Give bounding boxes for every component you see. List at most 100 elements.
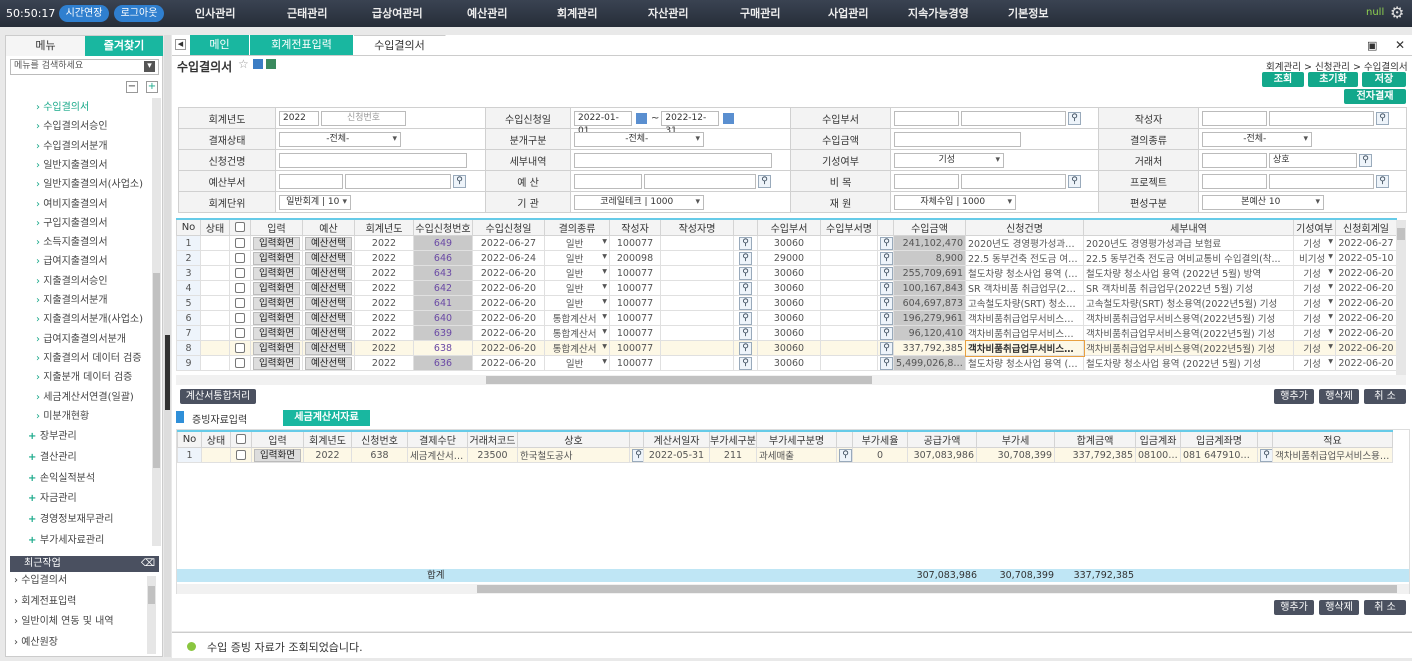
column-header[interactable] <box>229 218 251 236</box>
form-input[interactable] <box>961 173 1066 189</box>
search-icon[interactable]: ⚲ <box>880 341 893 355</box>
column-header[interactable]: 수입부서 <box>757 218 821 236</box>
row-checkbox[interactable] <box>235 253 245 263</box>
search-icon[interactable]: ⚲ <box>739 311 752 325</box>
search-icon[interactable]: ⚲ <box>453 174 466 188</box>
form-input[interactable] <box>1202 173 1267 189</box>
row-checkbox[interactable] <box>235 298 245 308</box>
menu-item[interactable]: › 지출결의서분개 <box>36 291 186 310</box>
row-checkbox[interactable] <box>235 268 245 278</box>
sidebar-tab-favorites[interactable]: 즐겨찾기 <box>85 36 163 56</box>
form-input[interactable]: 신청번호 <box>321 110 406 126</box>
input-screen-button[interactable]: 입력화면 <box>253 251 300 265</box>
menu-item[interactable]: › 수입결의서 <box>36 98 186 117</box>
row-checkbox[interactable] <box>235 358 245 368</box>
form-input[interactable] <box>644 173 756 189</box>
input-screen-button[interactable]: 입력화면 <box>253 281 300 295</box>
search-icon[interactable]: ⚲ <box>739 266 752 280</box>
column-header[interactable]: 입금계좌 <box>1135 430 1181 448</box>
table-row[interactable]: 5 입력화면 예산선택 2022 641 2022-06-20 일반 ▾ 100077 ⚲ 3006… <box>176 295 1397 311</box>
form-select[interactable]: -전체- <box>574 131 704 147</box>
column-header[interactable]: 상태 <box>201 430 231 448</box>
budget-select-button[interactable]: 예산선택 <box>305 326 352 340</box>
table-row[interactable]: 7 입력화면 예산선택 2022 639 2022-06-20 통합계산서 ▾ 100077 ⚲ 3… <box>176 325 1397 341</box>
resolution-type[interactable]: 통합계산서 ▾ <box>544 325 610 341</box>
table-row[interactable]: 3 입력화면 예산선택 2022 643 2022-06-20 일반 ▾ 100077 ⚲ 3006… <box>176 265 1397 281</box>
budget-select-button[interactable]: 예산선택 <box>305 341 352 355</box>
form-input[interactable] <box>1202 110 1267 126</box>
column-header[interactable]: 상태 <box>200 218 230 236</box>
menu-item[interactable]: › 일반지출결의서 <box>36 156 186 175</box>
form-select[interactable]: 자체수입 | 1000 <box>894 194 1016 210</box>
grid1-vscrollbar[interactable] <box>1396 220 1406 383</box>
column-header[interactable]: 부가세구분명 <box>756 430 837 448</box>
form-input[interactable] <box>574 152 772 168</box>
column-header[interactable]: 부가세율 <box>852 430 908 448</box>
menu-group[interactable]: + 자금관리 <box>28 489 178 508</box>
form-input[interactable] <box>574 173 642 189</box>
column-header[interactable]: No <box>177 430 202 448</box>
menu-item[interactable]: › 여비지출결의서 <box>36 195 186 214</box>
recent-item[interactable]: › 수입결의서 <box>14 575 68 586</box>
tab-journal-entry[interactable]: 회계전표입력 <box>250 35 354 55</box>
column-header[interactable]: 적요 <box>1272 430 1393 448</box>
recent-item[interactable]: › 예산원장 <box>14 636 58 648</box>
row-checkbox[interactable] <box>235 283 245 293</box>
form-select[interactable]: 본예산 10 <box>1202 194 1324 210</box>
budget-select-button[interactable]: 예산선택 <box>305 356 352 370</box>
resolution-type[interactable]: 일반 ▾ <box>544 235 610 251</box>
tab-income-resolution[interactable]: 수입결의서 <box>354 35 446 55</box>
table-row[interactable]: 6 입력화면 예산선택 2022 640 2022-06-20 통합계산서 ▾ 100077 ⚲ 3… <box>176 310 1397 326</box>
progress-flag[interactable]: 기성 ▾ <box>1293 235 1336 251</box>
resolution-type[interactable]: 일반 ▾ <box>544 265 610 281</box>
search-icon[interactable]: ⚲ <box>839 448 852 462</box>
search-icon[interactable]: ⚲ <box>880 236 893 250</box>
column-header[interactable]: 예산 <box>302 218 355 236</box>
search-icon[interactable]: ⚲ <box>739 296 752 310</box>
tab-main[interactable]: 메인 <box>190 35 250 55</box>
column-header[interactable]: 회계년도 <box>354 218 414 236</box>
grid1-cancel-button[interactable]: 취 소 <box>1364 389 1406 404</box>
merge-invoice-button[interactable]: 계산서통합처리 <box>180 389 256 404</box>
search-icon[interactable]: ⚲ <box>880 251 893 265</box>
row-checkbox[interactable] <box>235 313 245 323</box>
menu-item[interactable]: › 미분개현황 <box>36 407 186 426</box>
nav-menu-item[interactable]: 지속가능경영 <box>908 7 969 20</box>
form-input[interactable]: 상호 <box>1269 152 1357 168</box>
select-all-checkbox[interactable] <box>236 434 246 444</box>
menu-item[interactable]: › 수입결의서승인 <box>36 117 186 136</box>
budget-select-button[interactable]: 예산선택 <box>305 296 352 310</box>
form-select[interactable]: -전체- <box>279 131 401 147</box>
resolution-type[interactable]: 일반 ▾ <box>544 295 610 311</box>
form-input[interactable] <box>1202 152 1267 168</box>
table-row[interactable]: 1 입력화면 예산선택 2022 649 2022-06-27 일반 ▾ 100077 ⚲ 3006… <box>176 235 1397 251</box>
collapse-all-icon[interactable]: − <box>126 81 138 93</box>
column-header[interactable]: 신청번호 <box>351 430 408 448</box>
column-header[interactable]: 수입부서명 <box>820 218 878 236</box>
table-row[interactable]: 4 입력화면 예산선택 2022 642 2022-06-20 일반 ▾ 100077 ⚲ 3006… <box>176 280 1397 296</box>
nav-menu-item[interactable]: 근태관리 <box>287 7 328 20</box>
grid2-hscrollbar[interactable] <box>177 584 1409 594</box>
search-icon[interactable]: ⚲ <box>880 296 893 310</box>
menu-item[interactable]: › 급여지출결의서 <box>36 252 186 271</box>
menu-item[interactable]: › 일반지출결의서(사업소) <box>36 175 186 194</box>
search-icon[interactable]: ⚲ <box>739 326 752 340</box>
budget-select-button[interactable]: 예산선택 <box>305 266 352 280</box>
menu-item[interactable]: › 급여지출결의서분개 <box>36 330 186 349</box>
calendar-icon[interactable] <box>636 112 647 124</box>
column-header[interactable] <box>877 218 894 236</box>
column-header[interactable]: 수입신청일 <box>472 218 545 236</box>
column-header[interactable]: 작성자 <box>609 218 661 236</box>
search-button[interactable]: 조회 <box>1262 72 1304 87</box>
menu-item[interactable]: › 세금계산서연결(일괄) <box>36 388 186 407</box>
form-input[interactable] <box>1269 173 1374 189</box>
resolution-type[interactable]: 통합계산서 ▾ <box>544 340 610 356</box>
nav-menu-item[interactable]: 기본정보 <box>1008 7 1049 20</box>
menu-item[interactable]: › 구입지출결의서 <box>36 214 186 233</box>
form-input[interactable]: 2022-01-01 <box>574 110 632 136</box>
column-header[interactable]: 신청회계일 <box>1335 218 1397 236</box>
grid2-delete-row-button[interactable]: 행삭제 <box>1319 600 1359 615</box>
column-header[interactable]: 결제수단 <box>407 430 468 448</box>
progress-flag[interactable]: 기성 ▾ <box>1293 280 1336 296</box>
search-icon[interactable]: ⚲ <box>1376 174 1389 188</box>
